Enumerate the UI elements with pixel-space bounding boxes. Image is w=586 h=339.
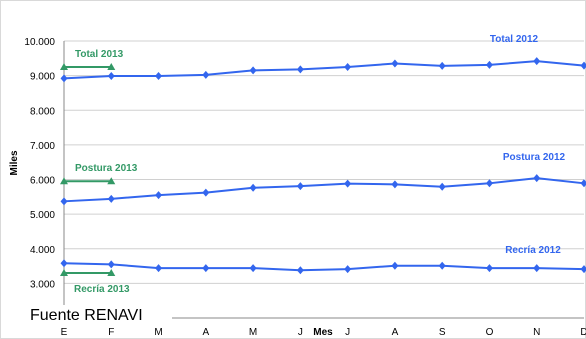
x-tick-label: N	[533, 327, 540, 338]
data-point	[155, 72, 162, 80]
data-point	[486, 179, 493, 187]
data-point	[391, 60, 398, 68]
x-tick-label: M	[249, 327, 257, 338]
data-point	[486, 264, 493, 272]
y-tick-label: 5.000	[30, 210, 55, 221]
data-point	[439, 183, 446, 191]
data-point	[533, 174, 540, 182]
y-tick-label: 7.000	[30, 141, 55, 152]
data-point	[581, 179, 586, 187]
x-tick-label: A	[202, 327, 209, 338]
data-point	[108, 72, 115, 80]
series-line	[64, 263, 584, 270]
data-point	[486, 61, 493, 69]
data-point	[61, 197, 68, 205]
y-tick-label: 9.000	[30, 72, 55, 83]
x-tick-label: F	[108, 327, 114, 338]
x-axis-title: Mes	[313, 327, 333, 338]
series-label: Recría 2013	[74, 284, 130, 295]
series-label: Recría 2012	[505, 245, 561, 256]
series-labels: Total 2012 Postura 2012 Recría 2012 Total 2…	[74, 34, 566, 295]
x-tick-label: A	[392, 327, 399, 338]
series-label: Total 2013	[75, 49, 124, 60]
data-point	[250, 66, 257, 74]
data-point	[581, 265, 586, 273]
data-point	[202, 189, 209, 197]
data-point	[533, 264, 540, 272]
y-tick-label: 3.000	[30, 279, 55, 290]
y-tick-label: 6.000	[30, 176, 55, 187]
x-tick-label: S	[439, 327, 446, 338]
data-point	[108, 260, 115, 268]
data-point	[533, 57, 540, 65]
data-point	[391, 262, 398, 270]
y-tick-label: 4.000	[30, 245, 55, 256]
data-point	[297, 182, 304, 190]
x-tick-label: M	[154, 327, 162, 338]
x-tick-label: E	[61, 327, 68, 338]
data-point	[61, 259, 68, 267]
data-point	[344, 180, 351, 188]
y-tick-label: 10.000	[24, 37, 55, 48]
source-note: Fuente RENAVI	[30, 307, 143, 324]
gridlines	[64, 41, 584, 318]
series-label: Postura 2013	[75, 163, 138, 174]
data-point	[581, 62, 586, 70]
y-axis-title: Miles	[9, 150, 20, 175]
series-lines	[64, 61, 584, 273]
data-point	[439, 262, 446, 270]
x-tick-label: J	[345, 327, 350, 338]
series-markers	[60, 57, 586, 276]
data-point	[344, 265, 351, 273]
x-tick-label: D	[580, 327, 586, 338]
data-point	[155, 191, 162, 199]
y-tick-labels: 2.0003.0004.0005.0006.0007.0008.0009.000…	[24, 37, 55, 325]
y-tick-label: 8.000	[30, 106, 55, 117]
x-tick-label: J	[298, 327, 303, 338]
data-point	[202, 71, 209, 79]
series-line	[64, 178, 584, 201]
data-point	[202, 264, 209, 272]
data-point	[155, 264, 162, 272]
data-point	[391, 180, 398, 188]
data-point	[250, 184, 257, 192]
data-point	[250, 264, 257, 272]
data-point	[297, 266, 304, 274]
data-point	[439, 62, 446, 70]
x-tick-label: O	[486, 327, 494, 338]
data-point	[344, 63, 351, 71]
data-point	[297, 65, 304, 73]
series-label: Total 2012	[490, 34, 539, 45]
series-label: Postura 2012	[503, 152, 566, 163]
data-point	[108, 195, 115, 203]
